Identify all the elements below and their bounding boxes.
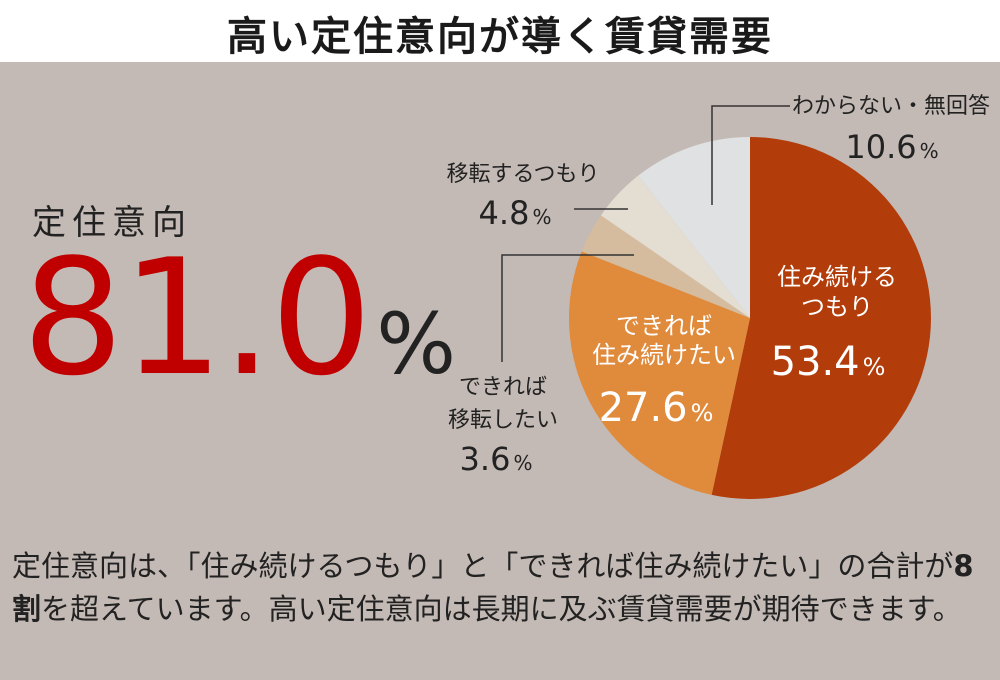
- leader-line-2: [501, 254, 634, 362]
- slice-value-unit-0: %: [863, 353, 886, 381]
- slice-value-unit-1: %: [691, 399, 714, 427]
- page-title: 高い定住意向が導く賃貸需要: [227, 14, 773, 60]
- pie-slice-1: [568, 251, 750, 495]
- slice-label-3-0: 移転するつもり: [446, 162, 599, 187]
- slice-value-0: 53.4%: [771, 339, 886, 385]
- slice-value-unit-4: %: [920, 139, 939, 163]
- pie-slice-4: [638, 137, 750, 318]
- slice-value-unit-2: %: [513, 451, 532, 475]
- slice-label-0-1: つもり: [801, 293, 873, 321]
- slice-value-number-1: 27.6: [599, 385, 688, 431]
- slice-value-number-4: 10.6: [845, 128, 916, 166]
- description-part1: 定住意向は、「住み続けるつもり」と「できれば住み続けたい」の合計が: [12, 549, 954, 583]
- slice-value-number-2: 3.6: [460, 440, 511, 478]
- leader-line-4: [711, 105, 790, 205]
- slice-value-number-0: 53.4: [771, 339, 860, 385]
- hero-unit: %: [376, 295, 457, 393]
- slice-value-3: 4.8%: [479, 194, 552, 232]
- description-part2: を超えています。高い定住意向は長期に及ぶ賃貸需要が期待できます。: [41, 592, 962, 626]
- hero-value: 81.0%: [22, 238, 456, 398]
- pie-slice-0: [711, 137, 931, 499]
- slice-label-2-0: できれば: [459, 375, 547, 400]
- description-bold: 8割: [12, 549, 974, 626]
- slice-value-4: 10.6%: [845, 128, 938, 166]
- slice-label-1-0: できれば: [616, 312, 712, 340]
- slice-label-2-1: 移転したい: [448, 408, 558, 433]
- pie-slice-3: [600, 175, 750, 318]
- hero-label: 定住意向: [32, 203, 192, 243]
- hero-number: 81.0: [22, 224, 372, 411]
- header-banner: 高い定住意向が導く賃貸需要: [0, 0, 1000, 62]
- pie-slice-2: [581, 215, 750, 318]
- slice-value-1: 27.6%: [599, 385, 714, 431]
- slice-value-number-3: 4.8: [479, 194, 530, 232]
- slice-value-2: 3.6%: [460, 440, 533, 478]
- description-text: 定住意向は、「住み続けるつもり」と「できれば住み続けたい」の合計が8割を超えてい…: [12, 545, 992, 631]
- slice-value-unit-3: %: [532, 205, 551, 229]
- slice-label-1-1: 住み続けたい: [592, 341, 736, 369]
- slice-label-4-0: わからない・無回答: [792, 94, 990, 119]
- slice-label-0-0: 住み続ける: [777, 263, 897, 291]
